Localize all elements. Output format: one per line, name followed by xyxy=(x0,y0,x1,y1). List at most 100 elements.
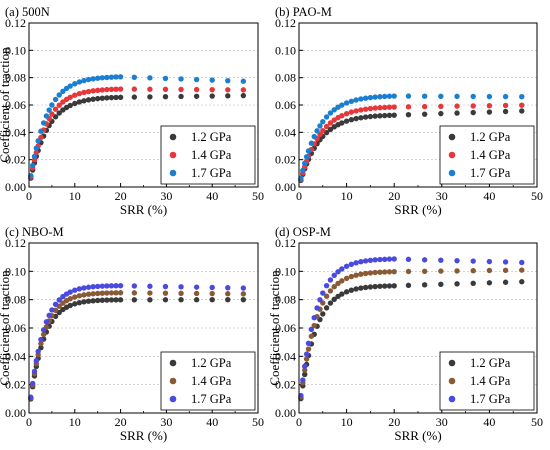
data-point xyxy=(421,93,428,99)
data-point xyxy=(305,346,312,352)
legend-box xyxy=(160,125,256,185)
data-point xyxy=(454,93,460,100)
legend-marker xyxy=(448,377,456,385)
legend-box xyxy=(160,351,256,411)
data-point xyxy=(502,93,509,100)
data-point xyxy=(343,118,350,124)
data-point xyxy=(308,326,315,333)
data-point xyxy=(193,297,200,303)
data-point xyxy=(76,286,83,292)
data-point xyxy=(377,256,383,263)
data-point xyxy=(38,336,44,343)
y-tick-label: 0.06 xyxy=(5,321,26,335)
data-point xyxy=(454,257,460,264)
data-point xyxy=(454,268,460,274)
data-point xyxy=(209,284,215,291)
data-point xyxy=(81,77,87,84)
legend-label: 1.2 GPa xyxy=(191,356,232,370)
data-point xyxy=(95,95,101,102)
data-point xyxy=(193,76,200,83)
plot-frame xyxy=(298,242,538,414)
data-point xyxy=(90,298,96,304)
data-point xyxy=(353,115,359,122)
data-point xyxy=(56,102,62,108)
data-point xyxy=(108,74,115,80)
x-tick-label: 30 xyxy=(160,189,172,203)
data-point xyxy=(178,86,184,93)
data-point xyxy=(421,268,428,275)
data-point xyxy=(314,128,320,134)
x-axis-label: SRR (%) xyxy=(394,202,441,217)
x-tick-label: 40 xyxy=(206,415,218,429)
data-point xyxy=(117,282,124,289)
legend-marker xyxy=(169,377,177,385)
data-point xyxy=(323,305,330,311)
panel-title: (d) OSP-M xyxy=(275,225,331,239)
legend-marker xyxy=(448,133,456,141)
data-point xyxy=(303,356,310,362)
data-point xyxy=(391,112,397,118)
legend-label: 1.4 GPa xyxy=(470,374,511,388)
data-point xyxy=(38,340,44,347)
data-point xyxy=(117,74,124,80)
data-point xyxy=(348,273,355,280)
series-1.4-gpa xyxy=(298,267,525,400)
data-point xyxy=(209,86,215,93)
data-point xyxy=(502,102,509,109)
data-point xyxy=(225,77,231,84)
data-point xyxy=(353,97,359,103)
data-point xyxy=(381,256,388,262)
data-point xyxy=(367,284,374,290)
data-point xyxy=(67,102,73,109)
data-point xyxy=(353,260,359,266)
data-point xyxy=(85,76,92,83)
data-point xyxy=(72,92,78,98)
data-point xyxy=(99,290,105,296)
data-point xyxy=(367,113,374,120)
data-point xyxy=(90,284,96,290)
data-point xyxy=(391,283,397,289)
x-tick-label: 30 xyxy=(436,415,448,429)
data-point xyxy=(358,96,364,102)
data-point xyxy=(95,87,101,94)
data-point xyxy=(162,75,169,82)
data-point xyxy=(470,268,476,274)
data-point xyxy=(40,120,47,126)
data-point xyxy=(391,256,397,262)
y-tick-label: 0.00 xyxy=(5,180,26,194)
data-point xyxy=(438,110,444,117)
data-point xyxy=(76,99,83,105)
data-point xyxy=(81,89,87,96)
y-tick-label: 0.10 xyxy=(5,264,26,278)
data-point xyxy=(303,351,310,357)
data-point xyxy=(470,93,476,100)
y-axis-label: Coefficient of traction xyxy=(0,47,12,163)
data-point xyxy=(67,302,73,309)
x-tick-label: 10 xyxy=(69,189,81,203)
data-point xyxy=(67,83,73,89)
data-point xyxy=(391,93,397,99)
data-point xyxy=(367,105,374,112)
data-point xyxy=(33,145,40,151)
data-point xyxy=(46,107,52,113)
y-tick-label: 0.02 xyxy=(5,378,26,392)
y-tick-label: 0.10 xyxy=(5,43,26,57)
data-point xyxy=(240,87,247,93)
data-point xyxy=(38,128,44,134)
data-point xyxy=(56,92,62,98)
data-point xyxy=(386,269,393,275)
plot-frame xyxy=(28,242,259,414)
data-point xyxy=(193,284,200,290)
data-point xyxy=(353,272,359,278)
data-point xyxy=(502,108,509,115)
y-tick-label: 0.00 xyxy=(275,180,296,194)
data-point xyxy=(162,297,169,303)
data-point xyxy=(323,293,330,299)
legend-label: 1.7 GPa xyxy=(470,166,511,180)
legend-label: 1.7 GPa xyxy=(470,392,511,406)
data-point xyxy=(381,112,388,119)
x-tick-label: 0 xyxy=(296,189,302,203)
data-point xyxy=(335,280,341,287)
data-point xyxy=(372,113,378,119)
data-point xyxy=(95,283,101,290)
